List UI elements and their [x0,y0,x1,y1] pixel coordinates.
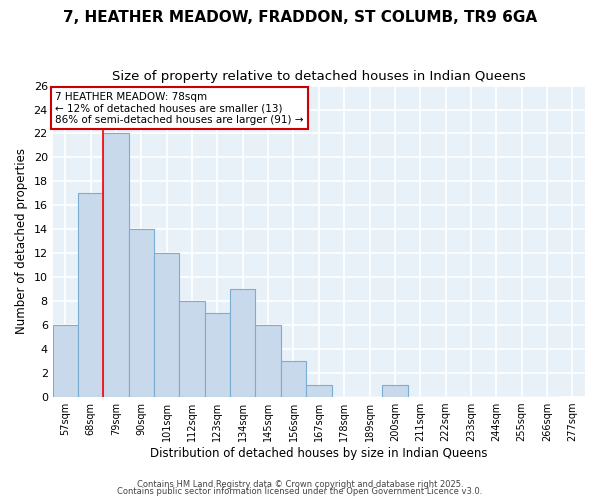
Text: Contains HM Land Registry data © Crown copyright and database right 2025.: Contains HM Land Registry data © Crown c… [137,480,463,489]
Text: Contains public sector information licensed under the Open Government Licence v3: Contains public sector information licen… [118,487,482,496]
Bar [179,301,205,397]
Bar [78,194,103,397]
Bar [281,361,306,397]
Bar [53,325,78,397]
X-axis label: Distribution of detached houses by size in Indian Queens: Distribution of detached houses by size … [150,447,488,460]
Bar [382,385,407,397]
Bar [154,254,179,397]
Title: Size of property relative to detached houses in Indian Queens: Size of property relative to detached ho… [112,70,526,83]
Bar [230,289,256,397]
Bar [306,385,332,397]
Bar [103,134,129,397]
Bar [129,230,154,397]
Text: 7, HEATHER MEADOW, FRADDON, ST COLUMB, TR9 6GA: 7, HEATHER MEADOW, FRADDON, ST COLUMB, T… [63,10,537,25]
Bar [256,325,281,397]
Bar [205,313,230,397]
Text: 7 HEATHER MEADOW: 78sqm
← 12% of detached houses are smaller (13)
86% of semi-de: 7 HEATHER MEADOW: 78sqm ← 12% of detache… [55,92,304,124]
Y-axis label: Number of detached properties: Number of detached properties [15,148,28,334]
